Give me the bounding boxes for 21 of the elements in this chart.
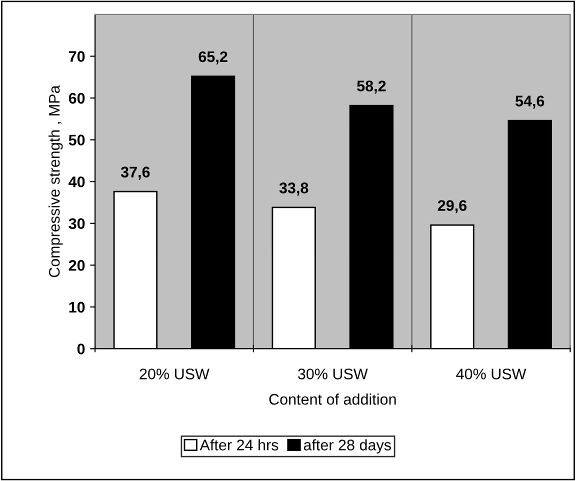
- y-tick-label: 20: [68, 260, 85, 271]
- legend-label: after 28 days: [304, 439, 391, 454]
- y-tick-label: 0: [77, 344, 85, 354]
- y-tick-label: 10: [69, 302, 85, 313]
- data-label: 65,2: [198, 51, 228, 64]
- x-tick-label: 20% USW: [140, 368, 210, 380]
- y-tick-label: 40: [68, 176, 85, 188]
- data-label: 29,6: [438, 200, 467, 214]
- y-tick-label: 30: [68, 218, 85, 230]
- legend-label: After 24 hrs: [200, 439, 278, 450]
- data-label: 37,6: [120, 166, 150, 180]
- y-tick-label: 60: [68, 92, 85, 104]
- data-label: 33,8: [279, 182, 308, 196]
- x-tick-label: 30% USW: [298, 368, 368, 380]
- x-tick-label: 40% USW: [456, 368, 526, 380]
- data-label: 54,6: [515, 96, 544, 109]
- data-label: 58,2: [357, 80, 386, 94]
- x-axis-title: Content of addition: [269, 394, 396, 405]
- y-tick-label: 50: [68, 134, 85, 146]
- y-tick-label: 70: [68, 51, 85, 62]
- y-axis-title: Compressive strength , MPa: [48, 85, 63, 278]
